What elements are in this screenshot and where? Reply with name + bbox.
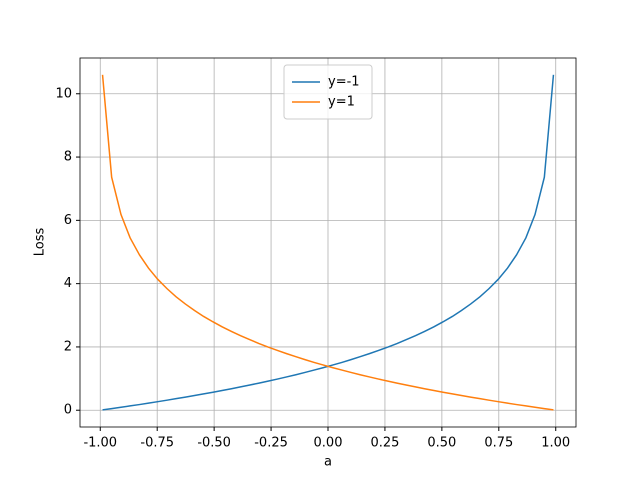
x-tick-label: 0.00 xyxy=(314,436,343,451)
plot-frame xyxy=(79,57,577,428)
y-tick-label: 8 xyxy=(64,150,72,165)
x-tick-label: -1.00 xyxy=(83,436,117,451)
x-tick-label: 1.00 xyxy=(541,436,570,451)
y-tick-label: 10 xyxy=(55,86,72,101)
y-tick-label: 2 xyxy=(64,339,72,354)
y-axis-label: Loss xyxy=(33,228,48,257)
x-tick-label: 0.25 xyxy=(370,436,399,451)
y-tick-label: 6 xyxy=(64,213,72,228)
legend-label: y=1 xyxy=(328,95,355,110)
x-tick-label: -0.50 xyxy=(197,436,231,451)
line xyxy=(101,74,554,411)
y-tick-label: 4 xyxy=(64,276,72,291)
legend-box xyxy=(283,64,373,120)
x-tick-label: 0.75 xyxy=(484,436,513,451)
x-axis-label: a xyxy=(324,455,332,470)
x-tick-label: -0.25 xyxy=(254,436,288,451)
legend-label: y=-1 xyxy=(328,75,360,90)
y-tick-label: 0 xyxy=(64,403,72,418)
x-tick-label: -0.75 xyxy=(140,436,174,451)
x-tick-label: 0.50 xyxy=(427,436,456,451)
